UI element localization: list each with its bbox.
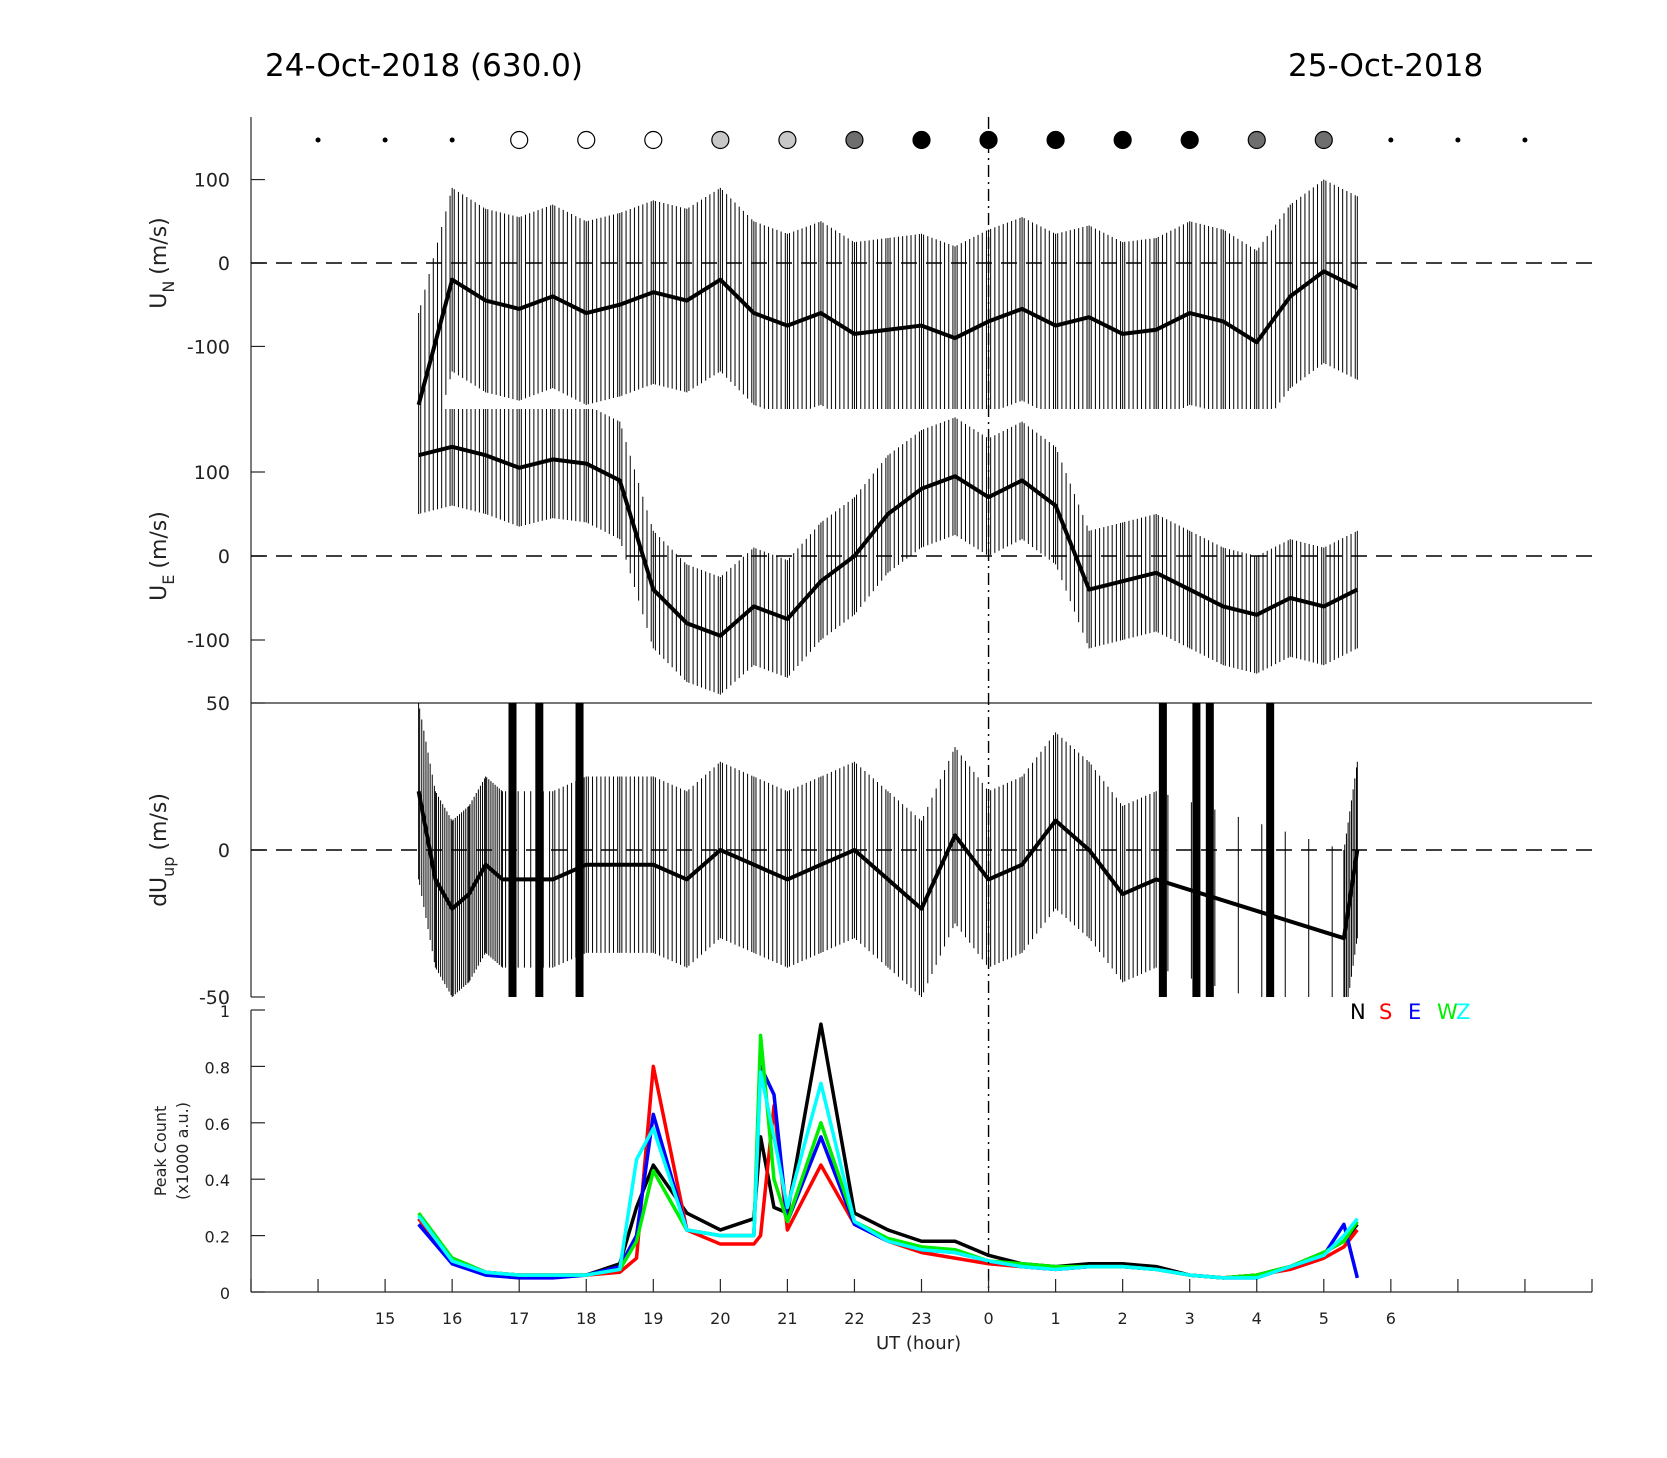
x-tick-label: 23 [911,1309,931,1328]
wind-series-line [416,269,1359,406]
legend: N S E WZ [1350,1000,1470,1024]
y-label-main: dU [147,877,172,907]
x-axis: 15 16 17 18 19 20 21 22 23 0 1 2 3 4 5 6UT (hour) [250,1279,1593,1354]
y-tick-label: -100 [187,630,230,652]
y-tick-label: 100 [194,462,230,484]
y-axis-label: UN (m/s) [147,217,178,309]
moon-phase-markers [315,130,1528,150]
moon-circle-black [1113,130,1132,150]
panel-un: -100 0 100 UN (m/s) [147,117,1592,409]
x-tick-label: 22 [844,1309,864,1328]
y-label-sub: N [159,281,178,293]
panel-peak: 0 0.2 0.4 0.6 0.8 1 Peak Count (x1000 a.u.) N S E W… [151,1000,1592,1303]
moon-circle-black [1046,130,1065,150]
y-tick-label: 50 [206,693,230,715]
wind-series-line [418,444,1359,638]
x-tick-label: 17 [509,1309,529,1328]
y-label-unit: (m/s) [147,217,172,274]
plot-area [416,179,1359,409]
saturated-bar [575,703,584,997]
y-tick-label: 0 [220,1284,230,1303]
moon-dot [1455,137,1461,143]
wind-series-line [416,790,1360,941]
y-tick-label: 100 [194,170,230,192]
moon-circle-darkgray [1314,130,1333,150]
saturated-bar [1158,703,1167,997]
x-tick-label: 19 [643,1309,663,1328]
moon-dot [315,137,321,143]
x-tick-label: 18 [576,1309,596,1328]
moon-circle-darkgray [845,130,864,150]
series-E-line [417,1064,1360,1280]
x-tick-label: 20 [710,1309,730,1328]
x-tick-label: 1 [1051,1309,1061,1328]
y-tick-label: 0.2 [205,1228,230,1247]
x-tick-label: 3 [1185,1309,1195,1328]
moon-circle-black [912,130,931,150]
saturated-bar [1205,703,1214,997]
y-tick-label: 0.8 [205,1058,230,1077]
moon-circle-white [577,130,596,150]
saturated-bar [1192,703,1201,997]
saturated-bar [1266,703,1275,997]
x-tick-label: 21 [777,1309,797,1328]
moon-circle-darkgray [1247,130,1266,150]
legend-item-W: W [1437,1000,1458,1024]
y-label-sub: up [159,857,178,877]
y-label-unit: (m/s) [147,511,172,568]
legend-item-Z: Z [1456,1000,1470,1024]
x-tick-label: 6 [1386,1309,1396,1328]
moon-dot [1522,137,1528,143]
x-tick-label: 5 [1319,1309,1329,1328]
panel-dup: -50 0 50 dUup (m/s) [147,693,1592,1009]
saturated-bar [535,703,544,997]
y-label-sub: E [159,575,178,585]
y-axis-label-line1: Peak Count [151,1106,170,1197]
y-axis-label: dUup (m/s) [147,793,178,907]
y-tick-label: 0 [218,840,230,862]
y-tick-label: 0 [218,253,230,275]
moon-circle-lightgray [778,130,797,150]
plot-area [416,703,1360,997]
moon-dot [382,137,388,143]
y-label-unit: (m/s) [147,793,172,850]
series-Z-line [417,1070,1359,1280]
x-tick-label: 4 [1252,1309,1262,1328]
x-tick-label: 0 [983,1309,993,1328]
series-S-line [417,1064,1359,1280]
y-tick-label: -100 [187,336,230,358]
legend-item-E: E [1408,1000,1421,1024]
y-tick-label: 1 [220,1002,230,1021]
moon-circle-black [1180,130,1199,150]
y-label-main: U [147,293,172,309]
y-axis-label-line2: (x1000 a.u.) [173,1102,192,1200]
panel-ue: -100 0 100 UE (m/s) [147,409,1592,703]
y-label-main: U [147,585,172,601]
legend-item-N: N [1350,1000,1366,1024]
x-tick-label: 2 [1118,1309,1128,1328]
x-axis-label: UT (hour) [876,1333,961,1354]
legend-item-S: S [1379,1000,1392,1024]
moon-circle-lightgray [711,130,730,150]
x-tick-label: 16 [442,1309,462,1328]
moon-circle-white [644,130,663,150]
plot-area [417,1022,1360,1280]
plot-area [418,409,1359,695]
moon-dot [1388,137,1394,143]
y-tick-label: 0.4 [205,1171,230,1190]
x-tick-label: 15 [375,1309,395,1328]
moon-circle-white [510,130,529,150]
y-tick-label: 0.6 [205,1115,230,1134]
saturated-bar [508,703,517,997]
y-tick-label: 0 [218,546,230,568]
panels: -1000100UN(m/s)-1000100UE(m/s)-50050dUup… [147,117,1592,1303]
y-axis-label: UE (m/s) [147,511,178,601]
y-tick-label: -50 [199,987,230,1009]
moon-dot [449,137,455,143]
right-date-title: 25-Oct-2018 [1288,48,1483,84]
left-date-title: 24-Oct-2018 (630.0) [265,48,583,84]
